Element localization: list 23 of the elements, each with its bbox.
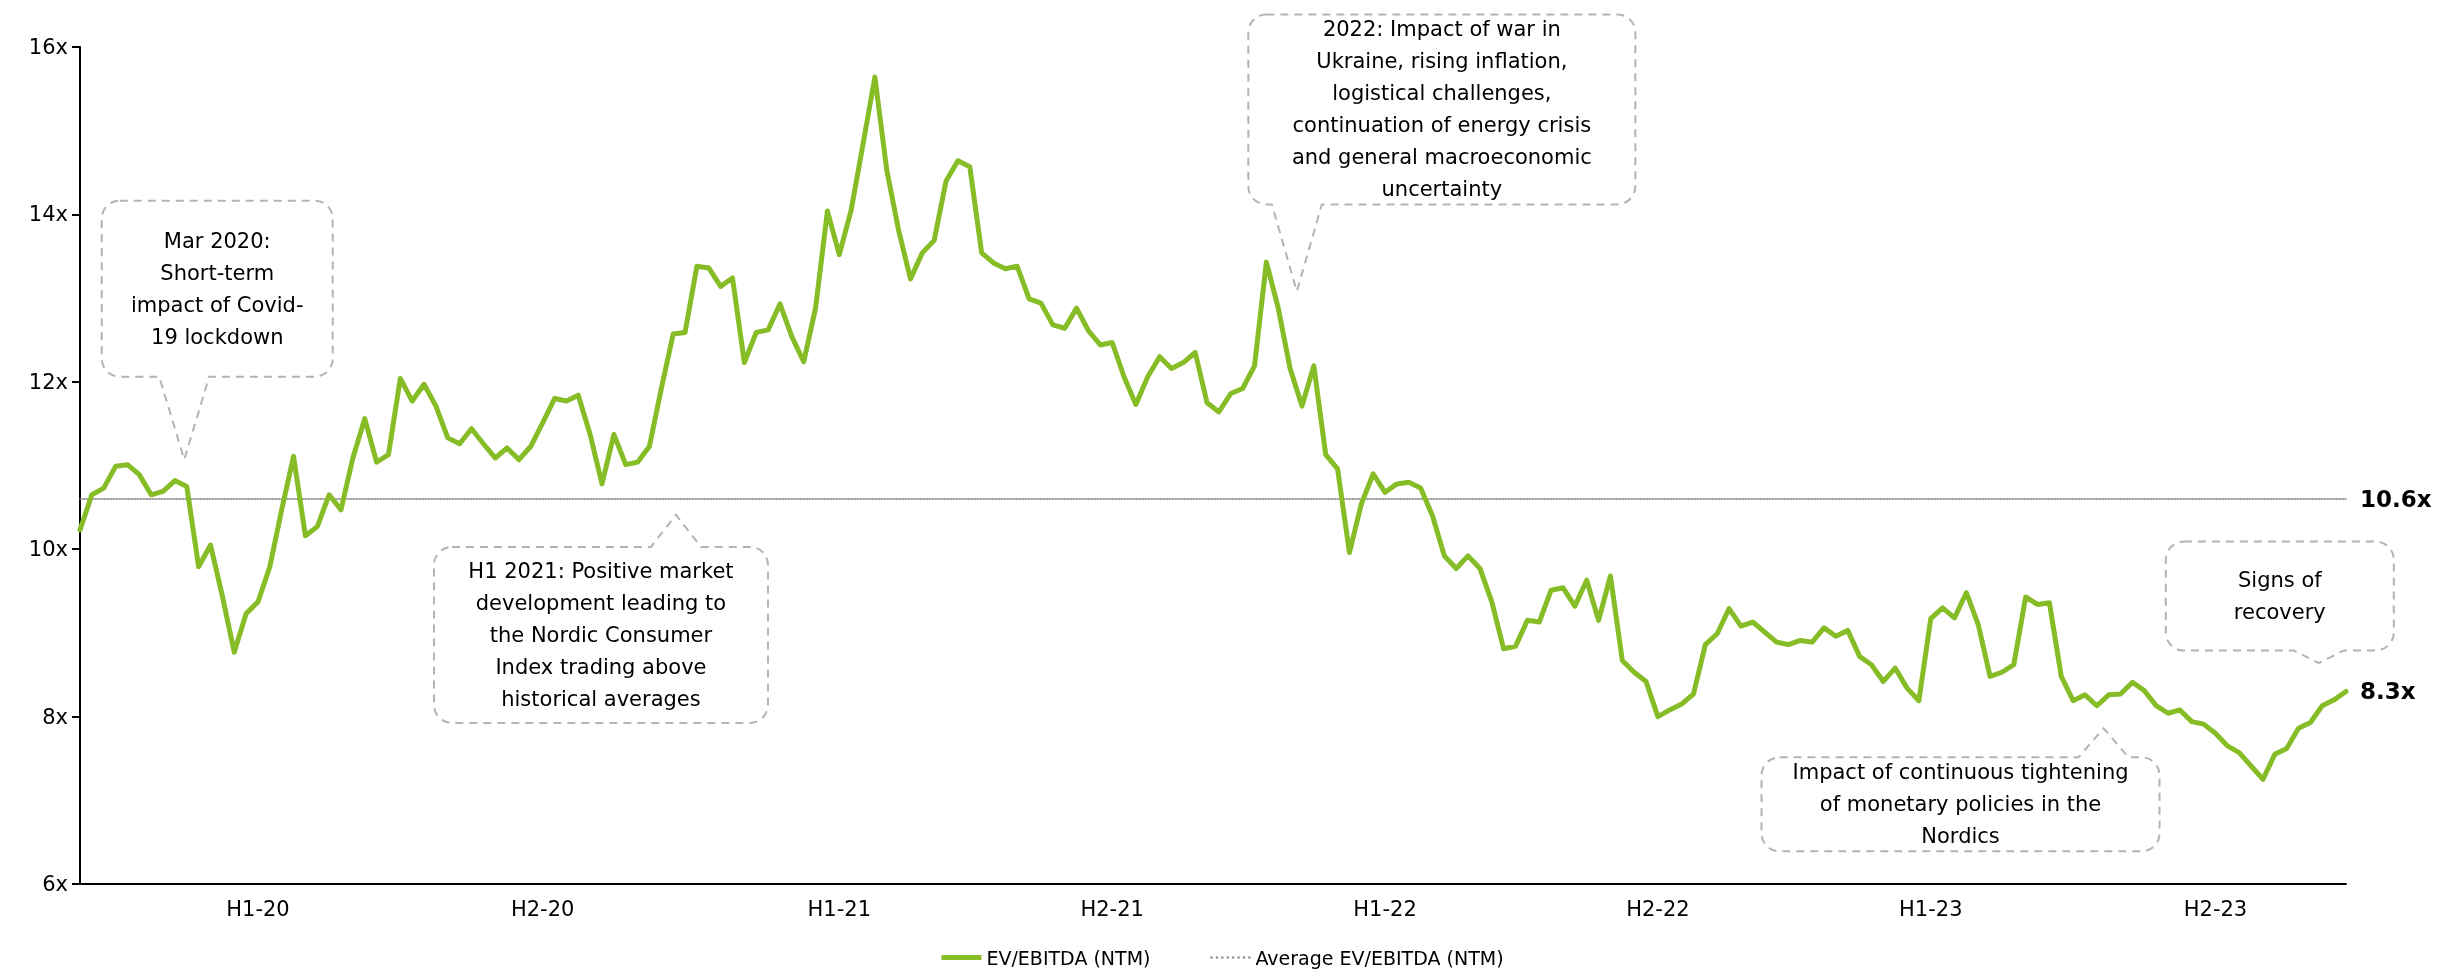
annotation: Mar 2020: Short-term impact of Covid- 19 lockdown — [130, 228, 304, 349]
annotation: H1 2021: Positive market development leading to the Nordic Consumer Index trading above historical averages — [468, 558, 734, 711]
x-tick-label: H2-22 — [1626, 896, 1690, 921]
y-tick-label: 12x — [28, 369, 68, 394]
x-tick-label: H2-20 — [510, 896, 575, 921]
y-tick-label: 16x — [28, 35, 68, 59]
legend-label: Average EV/EBITDA (NTM) — [1255, 946, 1504, 969]
annotation: Signs of recovery — [2233, 568, 2326, 625]
data-label: 8.3x — [2360, 678, 2416, 705]
annotation: Impact of continuous tightening of monetary policies in the Nordics — [1792, 760, 2129, 849]
y-tick-label: 14x — [28, 202, 68, 227]
annotation: 2022: Impact of war in Ukraine, rising inflation, logistical challenges, continuation of energy crisis and general macroeconomic uncertainty — [1291, 17, 1592, 202]
x-tick-label: H2-23 — [2183, 896, 2248, 921]
x-tick-label: H1-22 — [1353, 896, 1417, 921]
x-tick-label: H1-21 — [807, 896, 872, 921]
legend-label: EV/EBITDA (NTM) — [986, 946, 1151, 969]
y-tick-label: 6x — [42, 872, 68, 896]
y-tick-label: 8x — [42, 704, 68, 729]
data-label: 10.6x — [2360, 485, 2432, 512]
x-tick-label: H2-21 — [1080, 896, 1144, 921]
y-tick-label: 10x — [28, 537, 68, 562]
x-tick-label: H1-23 — [1899, 896, 1963, 921]
x-tick-label: H1-20 — [226, 896, 290, 921]
